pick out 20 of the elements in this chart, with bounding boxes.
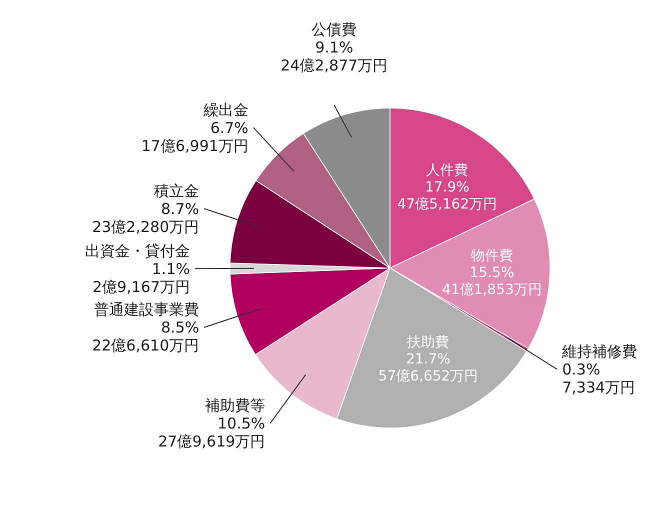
data-label: 0.3% 7,334万円	[562, 360, 636, 397]
slice-label: 普通建設事業費	[94, 300, 200, 319]
data-label: 6.7% 17億6,991万円	[141, 118, 248, 155]
data-label: 1.1% 2億9,167万円	[92, 260, 190, 296]
slice-label: 公債費	[312, 20, 357, 38]
slice-label: 補助費等	[205, 396, 266, 415]
data-label: 10.5% 27億9,619万円	[158, 414, 266, 451]
data-label: 21.7% 57億6,652万円	[378, 351, 478, 384]
data-label: 8.7% 23億2,280万円	[92, 200, 200, 236]
slice-label: 出資金・貸付金	[85, 242, 190, 260]
slice-label: 積立金	[154, 182, 200, 200]
data-label: 17.9% 47億5,162万円	[397, 180, 498, 213]
data-label: 15.5% 41億1,853万円	[442, 264, 542, 298]
slice-label: 維持補修費	[561, 342, 638, 361]
slice-label: 繰出金	[202, 100, 248, 119]
slice-label: 物件費	[470, 248, 513, 264]
slice-label: 扶助費	[406, 334, 450, 350]
slice-label: 人件費	[426, 162, 468, 179]
data-label: 9.1% 24億2,877万円	[280, 38, 388, 74]
data-label: 8.5% 22億6,610万円	[92, 318, 200, 355]
